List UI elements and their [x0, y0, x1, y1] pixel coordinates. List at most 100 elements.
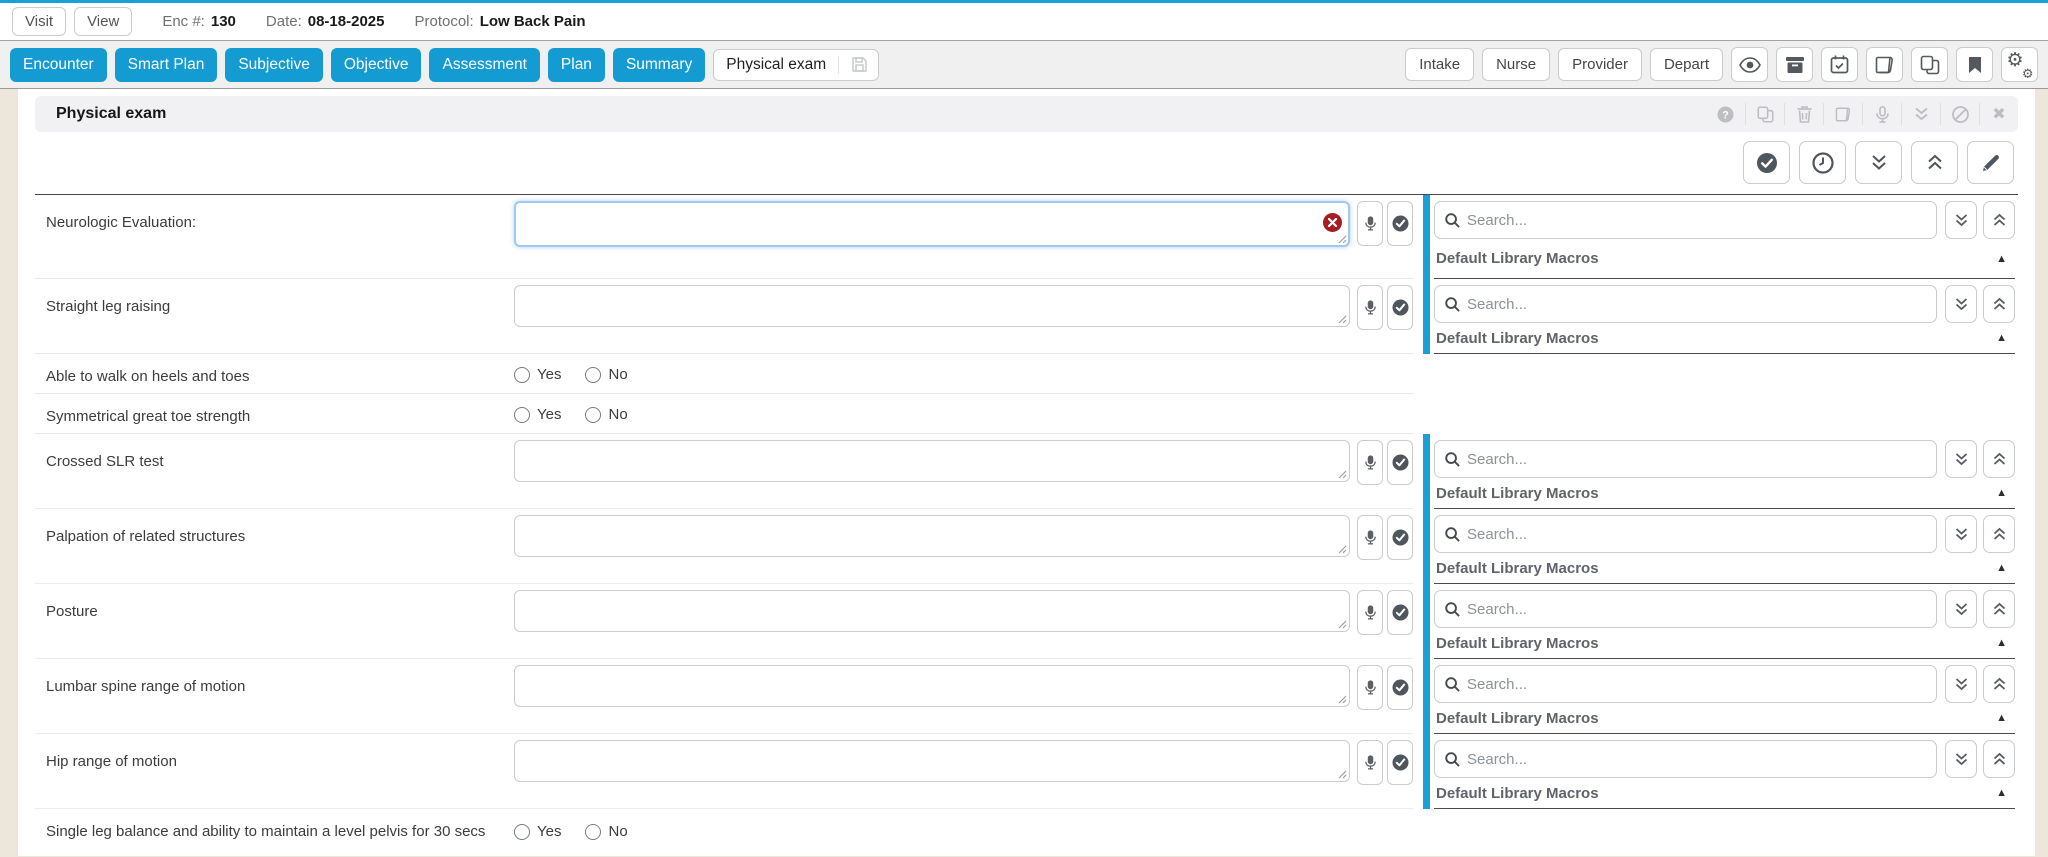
- provider-button[interactable]: Provider: [1558, 48, 1642, 81]
- collapse-all-button[interactable]: [1983, 740, 2015, 778]
- visit-button[interactable]: Visit: [12, 7, 67, 36]
- neurologic-evaluation-textarea[interactable]: [514, 201, 1350, 247]
- palpation-textarea[interactable]: [514, 515, 1350, 557]
- double-chevron-up-button[interactable]: [1911, 141, 1958, 184]
- collapse-triangle-icon[interactable]: ▲: [1996, 252, 2007, 265]
- cancel-icon[interactable]: [1940, 103, 1979, 125]
- tab-smart-plan[interactable]: Smart Plan: [114, 47, 218, 82]
- book-icon[interactable]: [1823, 103, 1862, 125]
- pencil-button[interactable]: [1967, 141, 2014, 184]
- radio-circle-icon[interactable]: [585, 406, 602, 423]
- radio-circle-icon[interactable]: [514, 823, 530, 840]
- double-chevron-down-button[interactable]: [1855, 141, 1902, 184]
- trash-icon[interactable]: [1784, 103, 1823, 125]
- collapse-triangle-icon[interactable]: ▲: [1996, 487, 2007, 499]
- expand-all-button[interactable]: [1945, 665, 1977, 703]
- radio-circle-icon[interactable]: [514, 406, 530, 423]
- collapse-all-button[interactable]: [1983, 201, 2015, 239]
- macro-search-input[interactable]: [1467, 600, 1926, 618]
- radio-yes[interactable]: Yes: [514, 823, 561, 840]
- radio-circle-icon[interactable]: [585, 366, 602, 383]
- tab-plan[interactable]: Plan: [547, 47, 605, 82]
- expand-all-button[interactable]: [1945, 590, 1977, 628]
- tab-objective[interactable]: Objective: [330, 47, 422, 82]
- expand-all-button[interactable]: [1945, 285, 1977, 323]
- gears-icon[interactable]: ⚙ ⚙: [2001, 47, 2038, 82]
- dictate-button[interactable]: [1357, 515, 1383, 560]
- dictate-button[interactable]: [1357, 590, 1383, 635]
- collapse-triangle-icon[interactable]: ▲: [1996, 562, 2007, 574]
- copy-icon[interactable]: [1745, 103, 1784, 125]
- confirm-button[interactable]: [1387, 590, 1413, 635]
- clock-button[interactable]: [1799, 141, 1846, 184]
- bookmark-icon[interactable]: [1956, 47, 1993, 82]
- expand-all-button[interactable]: [1945, 515, 1977, 553]
- macro-group-header[interactable]: Default Library Macros ▲: [1434, 628, 2015, 659]
- view-button[interactable]: View: [74, 7, 133, 36]
- error-clear-icon[interactable]: [1323, 212, 1342, 232]
- macro-group-header[interactable]: Default Library Macros ▲: [1434, 553, 2015, 584]
- expand-all-button[interactable]: [1945, 740, 1977, 778]
- radio-yes[interactable]: Yes: [514, 366, 561, 383]
- tab-summary[interactable]: Summary: [612, 47, 706, 82]
- collapse-triangle-icon[interactable]: ▲: [1996, 332, 2007, 344]
- tab-encounter[interactable]: Encounter: [10, 47, 107, 82]
- macro-search-input[interactable]: [1467, 525, 1926, 543]
- archive-icon[interactable]: [1776, 47, 1813, 82]
- dictate-button[interactable]: [1357, 440, 1383, 485]
- macro-group-header[interactable]: Default Library Macros ▲: [1434, 703, 2015, 734]
- current-note-selector[interactable]: Physical exam: [713, 48, 880, 81]
- book-icon[interactable]: [1866, 47, 1903, 82]
- confirm-button[interactable]: [1387, 665, 1413, 710]
- intake-button[interactable]: Intake: [1405, 48, 1475, 81]
- posture-textarea[interactable]: [514, 590, 1350, 632]
- collapse-all-button[interactable]: [1983, 285, 2015, 323]
- radio-no[interactable]: No: [585, 823, 628, 840]
- tab-assessment[interactable]: Assessment: [429, 47, 540, 82]
- confirm-button[interactable]: [1387, 285, 1413, 330]
- macro-group-header[interactable]: Default Library Macros ▲: [1434, 323, 2015, 354]
- tab-subjective[interactable]: Subjective: [225, 47, 323, 82]
- confirm-button[interactable]: [1387, 201, 1413, 246]
- confirm-button[interactable]: [1387, 740, 1413, 785]
- confirm-button[interactable]: [1387, 440, 1413, 485]
- calendar-check-icon[interactable]: [1821, 47, 1858, 82]
- depart-button[interactable]: Depart: [1649, 48, 1723, 81]
- check-circle-button[interactable]: [1743, 141, 1790, 184]
- close-icon[interactable]: ✖: [1979, 103, 2018, 125]
- microphone-icon[interactable]: [1862, 103, 1901, 125]
- macro-group-header[interactable]: Default Library Macros ▲: [1434, 478, 2015, 509]
- help-icon[interactable]: ?: [1706, 103, 1745, 125]
- hip-rom-textarea[interactable]: [514, 740, 1350, 782]
- macro-search-input[interactable]: [1467, 450, 1926, 468]
- collapse-all-button[interactable]: [1983, 590, 2015, 628]
- radio-circle-icon[interactable]: [585, 823, 602, 840]
- nurse-button[interactable]: Nurse: [1482, 48, 1551, 81]
- dictate-button[interactable]: [1357, 285, 1383, 330]
- macro-group-header[interactable]: Default Library Macros ▲: [1434, 778, 2015, 809]
- lumbar-spine-rom-textarea[interactable]: [514, 665, 1350, 707]
- dictate-button[interactable]: [1357, 201, 1383, 246]
- macro-search-input[interactable]: [1467, 675, 1926, 693]
- copy-icon[interactable]: [1911, 47, 1948, 82]
- radio-no[interactable]: No: [585, 406, 628, 423]
- macro-search-input[interactable]: [1467, 211, 1926, 229]
- collapse-all-button[interactable]: [1983, 515, 2015, 553]
- macro-search-input[interactable]: [1467, 750, 1926, 768]
- expand-all-button[interactable]: [1945, 440, 1977, 478]
- radio-circle-icon[interactable]: [514, 366, 530, 383]
- collapse-triangle-icon[interactable]: ▲: [1996, 637, 2007, 649]
- collapse-all-button[interactable]: [1983, 665, 2015, 703]
- collapse-triangle-icon[interactable]: ▲: [1996, 712, 2007, 724]
- double-chevron-down-icon[interactable]: [1901, 103, 1940, 125]
- straight-leg-raising-textarea[interactable]: [514, 285, 1350, 327]
- collapse-all-button[interactable]: [1983, 440, 2015, 478]
- eye-icon[interactable]: [1731, 47, 1768, 82]
- radio-yes[interactable]: Yes: [514, 406, 561, 423]
- crossed-slr-test-textarea[interactable]: [514, 440, 1350, 482]
- dictate-button[interactable]: [1357, 740, 1383, 785]
- expand-all-button[interactable]: [1945, 201, 1977, 239]
- macro-search-input[interactable]: [1467, 295, 1926, 313]
- dictate-button[interactable]: [1357, 665, 1383, 710]
- confirm-button[interactable]: [1387, 515, 1413, 560]
